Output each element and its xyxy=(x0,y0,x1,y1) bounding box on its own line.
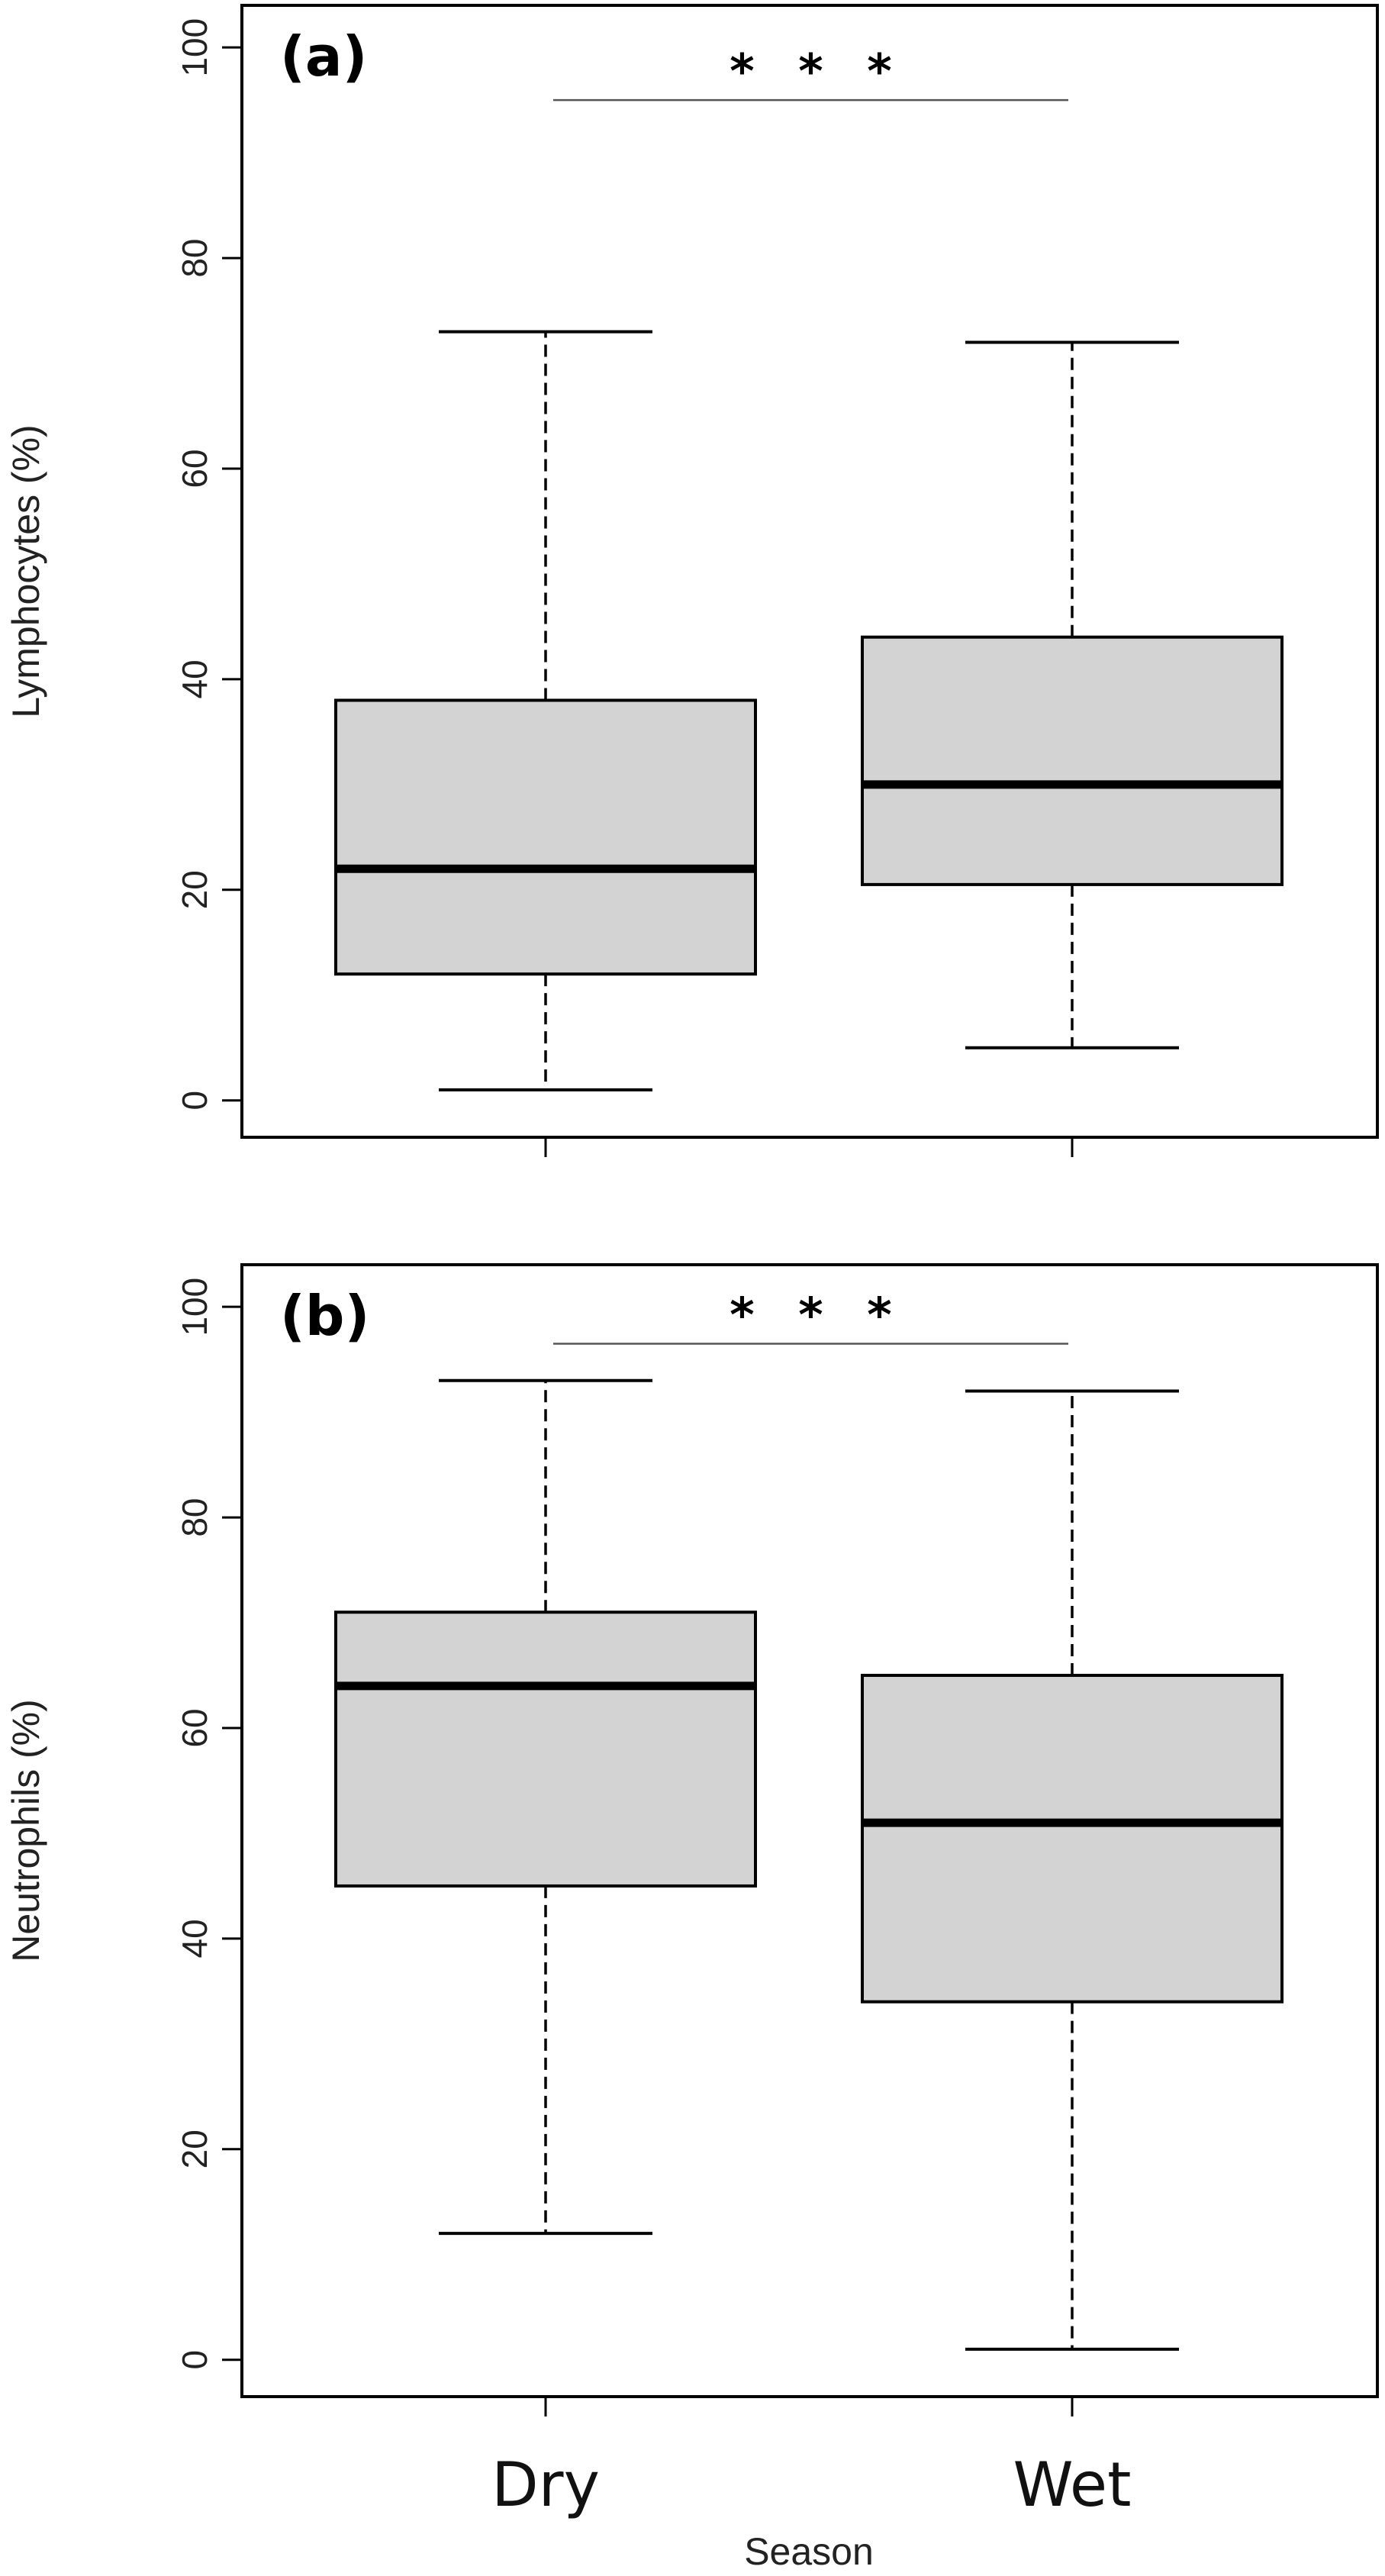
box-dry xyxy=(334,330,757,1091)
y-tick-label: 80 xyxy=(175,239,214,278)
y-tick-label: 60 xyxy=(175,449,214,488)
box-wet xyxy=(861,340,1284,1049)
y-tick-label: 0 xyxy=(175,2350,214,2370)
plot-frame xyxy=(240,4,1379,1139)
iqr-box xyxy=(861,1674,1284,2004)
panel-label: (a) xyxy=(280,24,367,89)
box-dry xyxy=(334,1378,757,2236)
plot-frame xyxy=(240,1263,1379,2398)
iqr-box xyxy=(334,698,757,976)
significance-stars: * * * xyxy=(730,44,905,99)
x-axis-title: Season xyxy=(744,2530,874,2573)
iqr-box xyxy=(861,635,1284,886)
panel-a: 0 20 40 60 80 100 Lymphocytes (%) (a) * * * xyxy=(5,4,1379,1157)
y-axis-title: Neutrophils (%) xyxy=(5,1699,47,1962)
x-category-label: Wet xyxy=(1013,2449,1132,2520)
y-tick-label: 100 xyxy=(175,1278,214,1336)
significance-stars: * * * xyxy=(730,1287,905,1343)
box-wet xyxy=(861,1389,1284,2351)
y-tick-label: 20 xyxy=(175,2129,214,2168)
y-tick-label: 40 xyxy=(175,659,214,698)
y-tick-label: 40 xyxy=(175,1919,214,1958)
panel-label: (b) xyxy=(280,1284,369,1348)
x-category-label: Dry xyxy=(491,2449,600,2520)
iqr-box xyxy=(334,1610,757,1888)
y-tick-label: 100 xyxy=(175,18,214,77)
y-tick-label: 20 xyxy=(175,870,214,909)
panel-b: 0 20 40 60 80 100 Neutrophils (%) Dry Wet Season (… xyxy=(5,1263,1379,2573)
y-tick-label: 80 xyxy=(175,1498,214,1537)
y-tick-label: 60 xyxy=(175,1708,214,1747)
y-axis-title: Lymphocytes (%) xyxy=(5,424,47,717)
y-tick-label: 0 xyxy=(175,1091,214,1111)
